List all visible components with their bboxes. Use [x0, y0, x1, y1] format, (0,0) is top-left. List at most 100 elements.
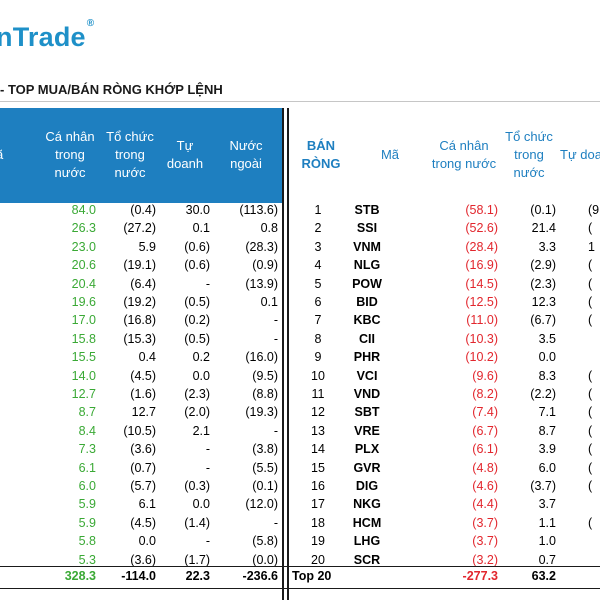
header-line: Tự: [176, 138, 194, 153]
table-row: 26.3 (27.2) 0.1 0.8 2 SSI (52.6) 21.4 (: [0, 221, 600, 239]
right-ca-nhan-cell: (4.4): [472, 497, 498, 512]
table-row: 20.6 (19.1) (0.6) (0.9) 4 NLG (16.9) (2.9) (: [0, 258, 600, 276]
left-to-chuc-cell: (19.1): [123, 258, 156, 273]
table-row: 6.1 (0.7) - (5.5) 15 GVR (4.8) 6.0 (: [0, 461, 600, 479]
right-ticker-cell: VRE: [354, 423, 380, 438]
left-ca-nhan-cell: 19.6: [71, 295, 96, 309]
right-to-chuc-cell: 7.1: [538, 405, 556, 420]
left-table-border: [282, 108, 284, 600]
left-nuoc-ngoai-cell: -: [273, 331, 278, 346]
total-right-ca-nhan: -277.3: [462, 569, 498, 583]
header-line: nước: [114, 165, 146, 180]
left-nuoc-ngoai-cell: (8.8): [252, 387, 278, 401]
right-to-chuc-cell: 8.7: [538, 423, 556, 438]
right-rank-cell: 15: [311, 460, 325, 475]
right-tu-doanh-cell: 1: [588, 239, 595, 254]
header-line: trong: [115, 147, 145, 162]
left-nuoc-ngoai-cell: -: [273, 423, 278, 438]
left-header-band: ã Cá nhân trong nước Tổ chức trong nước …: [0, 108, 282, 203]
title-divider: [0, 101, 600, 102]
left-to-chuc-cell: (6.4): [130, 276, 156, 291]
right-ca-nhan-cell: (9.6): [472, 368, 498, 383]
right-rank-cell: 16: [311, 479, 325, 493]
left-tu-doanh-cell: (0.6): [184, 239, 210, 254]
left-nuoc-ngoai-cell: -: [273, 515, 278, 530]
right-ca-nhan-cell: (3.2): [472, 552, 498, 567]
header-nuoc-ngoai-left: Nước ngoài: [218, 137, 274, 173]
right-ticker-cell: PLX: [354, 442, 380, 457]
left-nuoc-ngoai-cell: (0.1): [252, 479, 278, 493]
right-ca-nhan-cell: (11.0): [466, 313, 498, 328]
left-ca-nhan-cell: 5.3: [78, 552, 96, 567]
header-ma-left: ã: [0, 146, 12, 164]
right-rank-cell: 14: [311, 442, 325, 457]
left-tu-doanh-cell: (2.0): [184, 405, 210, 420]
header-line: nước: [513, 165, 545, 180]
right-ticker-cell: KBC: [353, 313, 381, 328]
right-ticker-cell: SCR: [353, 552, 381, 567]
left-tu-doanh-cell: (1.4): [184, 515, 210, 530]
right-ticker-cell: GVR: [353, 460, 381, 475]
left-ca-nhan-cell: 84.0: [71, 203, 96, 217]
header-to-chuc-left: Tổ chức trong nước: [100, 128, 160, 182]
right-to-chuc-cell: 3.3: [538, 239, 556, 254]
right-to-chuc-cell: (0.1): [530, 203, 556, 217]
total-left-nuoc-ngoai: -236.6: [242, 569, 278, 583]
right-ca-nhan-cell: (10.3): [465, 331, 498, 346]
table-row: 5.9 (4.5) (1.4) - 18 HCM (3.7) 1.1 (: [0, 516, 600, 534]
right-rank-cell: 18: [311, 515, 325, 530]
left-tu-doanh-cell: 2.1: [192, 423, 210, 438]
left-nuoc-ngoai-cell: (5.5): [252, 460, 278, 475]
table-row: 15.5 0.4 0.2 (16.0) 9 PHR (10.2) 0.0: [0, 350, 600, 368]
registered-mark: ®: [86, 18, 95, 29]
left-to-chuc-cell: (15.3): [123, 331, 156, 346]
header-line: Tổ chức: [106, 129, 154, 144]
table-row: 23.0 5.9 (0.6) (28.3) 3 VNM (28.4) 3.3 1: [0, 240, 600, 258]
right-ticker-cell: DIG: [355, 479, 379, 493]
right-to-chuc-cell: 6.0: [538, 460, 556, 475]
right-ca-nhan-cell: (8.2): [472, 387, 498, 401]
total-left-ca-nhan: 328.3: [64, 569, 96, 583]
table-row: 15.8 (15.3) (0.5) - 8 CII (10.3) 3.5: [0, 332, 600, 350]
left-tu-doanh-cell: (0.2): [184, 313, 210, 328]
right-to-chuc-cell: (2.2): [530, 387, 556, 401]
right-rank-cell: 8: [314, 331, 322, 346]
right-ticker-cell: PHR: [353, 350, 381, 365]
right-rank-cell: 7: [314, 313, 322, 328]
left-to-chuc-cell: (0.7): [130, 460, 156, 475]
left-nuoc-ngoai-cell: (5.8): [252, 534, 278, 549]
header-tu-doanh-right: Tự doa: [560, 147, 600, 162]
left-ca-nhan-cell: 5.9: [78, 515, 96, 530]
right-to-chuc-cell: 0.0: [538, 350, 556, 365]
total-right-to-chuc: 63.2: [531, 569, 556, 583]
right-tu-doanh-cell: (: [588, 515, 593, 530]
left-nuoc-ngoai-cell: 0.1: [260, 295, 278, 309]
right-to-chuc-cell: (2.3): [530, 276, 556, 291]
right-tu-doanh-cell: (: [588, 295, 593, 309]
left-nuoc-ngoai-cell: (13.9): [245, 276, 278, 291]
right-to-chuc-cell: 1.1: [538, 515, 556, 530]
left-tu-doanh-cell: (1.7): [184, 552, 210, 567]
header-ca-nhan-right: Cá nhân trong nước: [424, 137, 504, 173]
left-nuoc-ngoai-cell: (0.9): [252, 258, 278, 273]
header-ma-right: Mã: [380, 147, 400, 162]
left-to-chuc-cell: (3.6): [130, 552, 156, 567]
left-ca-nhan-cell: 12.7: [71, 387, 96, 401]
left-nuoc-ngoai-cell: -: [273, 313, 278, 328]
left-to-chuc-cell: (5.7): [130, 479, 156, 493]
left-tu-doanh-cell: -: [205, 534, 210, 549]
right-tu-doanh-cell: (: [588, 442, 593, 457]
header-tu-doanh-left: Tự doanh: [162, 137, 208, 173]
left-tu-doanh-cell: 0.0: [192, 497, 210, 512]
right-rank-cell: 3: [314, 239, 322, 254]
right-ticker-cell: SSI: [356, 221, 378, 236]
header-line: doanh: [166, 156, 204, 171]
table-row: 5.3 (3.6) (1.7) (0.0) 20 SCR (3.2) 0.7: [0, 553, 600, 571]
left-nuoc-ngoai-cell: 0.8: [260, 221, 278, 236]
left-nuoc-ngoai-cell: (113.6): [239, 203, 278, 217]
right-ca-nhan-cell: (6.1): [472, 442, 498, 457]
right-ticker-cell: VCI: [356, 368, 378, 383]
right-ticker-cell: BID: [356, 295, 378, 309]
right-tu-doanh-cell: (: [588, 387, 593, 401]
right-ca-nhan-cell: (14.5): [465, 276, 498, 291]
